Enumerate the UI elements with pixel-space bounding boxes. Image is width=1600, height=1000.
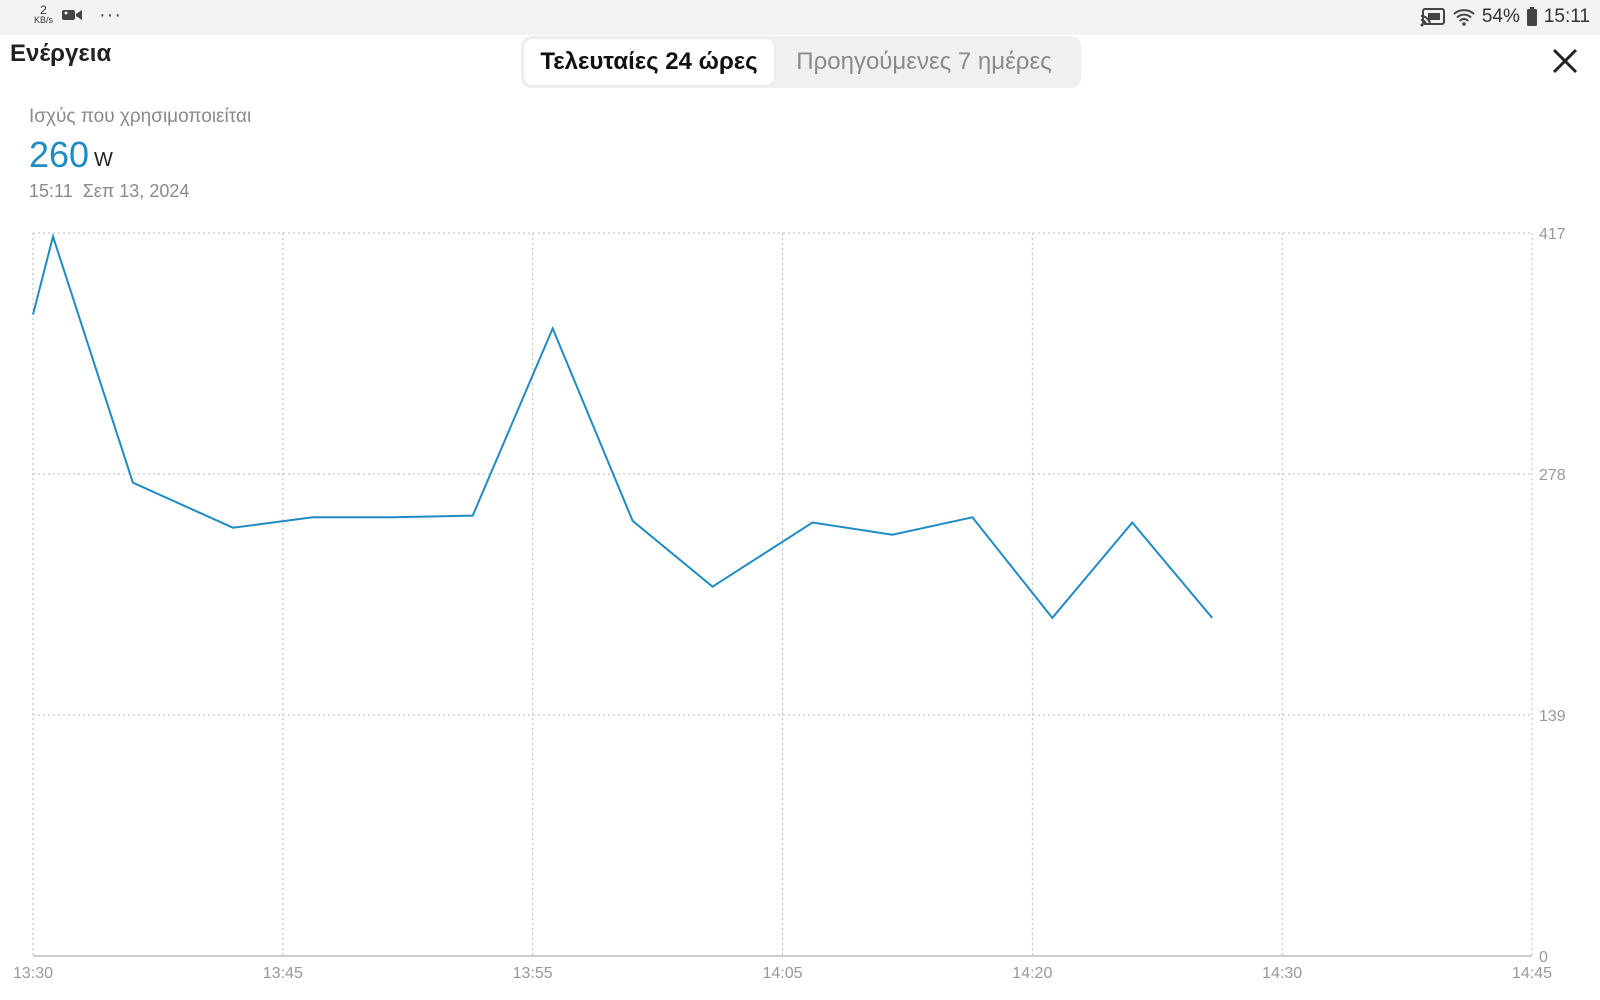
x-tick-label: 14:05	[762, 965, 802, 982]
x-tick-label: 13:55	[513, 965, 553, 982]
y-tick-label: 278	[1539, 467, 1566, 484]
close-icon	[1552, 48, 1578, 74]
status-bar: 2 KB/s ···	[0, 0, 1600, 35]
more-notifications-icon: ···	[99, 3, 122, 26]
metric-unit: W	[94, 149, 113, 171]
close-button[interactable]	[1548, 44, 1582, 78]
page-title: Ενέργεια	[10, 40, 112, 67]
status-bar-right: 54% 15:11	[1420, 6, 1590, 28]
tab-previous-7-days[interactable]: Προηγούμενες 7 ημέρες	[796, 48, 1052, 75]
metric-date: Σεπ 13, 2024	[82, 181, 190, 201]
x-tick-label: 14:45	[1512, 965, 1552, 982]
metric-timestamp: 15:11 Σεπ 13, 2024	[29, 181, 189, 202]
y-tick-label: 0	[1539, 949, 1548, 966]
power-series-line	[32, 232, 1213, 620]
status-bar-left: 2 KB/s ···	[34, 4, 122, 25]
tab-last-24-hours[interactable]: Τελευταίες 24 ώρες	[524, 39, 774, 85]
battery-icon	[1526, 7, 1538, 27]
y-tick-label: 417	[1539, 226, 1566, 243]
y-tick-label: 139	[1539, 708, 1566, 725]
cast-icon	[1420, 7, 1446, 27]
net-speed-unit: KB/s	[34, 15, 54, 25]
battery-percent: 54%	[1481, 6, 1520, 27]
x-tick-label: 14:30	[1262, 965, 1302, 982]
net-speed-value: 2	[40, 3, 47, 17]
metric-time: 15:11	[29, 181, 73, 201]
video-camera-icon	[61, 7, 83, 23]
wifi-icon	[1452, 7, 1476, 27]
metric-value: 260	[29, 134, 90, 175]
x-tick-label: 14:20	[1012, 965, 1052, 982]
period-segmented-control: Τελευταίες 24 ώρες Προηγούμενες 7 ημέρες	[521, 36, 1081, 88]
status-time: 15:11	[1543, 6, 1590, 27]
x-tick-label: 13:30	[13, 965, 53, 982]
metric-label: Ισχύς που χρησιμοποιείται	[29, 106, 252, 127]
x-tick-label: 13:45	[263, 965, 303, 982]
net-speed-indicator: 2 KB/s	[34, 4, 53, 25]
